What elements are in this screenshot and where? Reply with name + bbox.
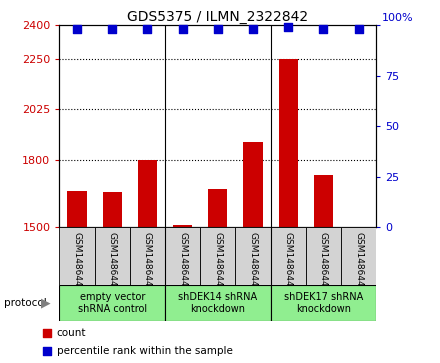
Text: GSM1486441: GSM1486441 <box>108 232 117 292</box>
Text: percentile rank within the sample: percentile rank within the sample <box>57 346 233 356</box>
Point <box>251 279 258 285</box>
Bar <box>130 227 165 285</box>
Text: GSM1486448: GSM1486448 <box>354 232 363 292</box>
Point <box>214 26 221 32</box>
Text: GSM1486444: GSM1486444 <box>213 232 222 292</box>
Text: shDEK17 shRNA
knockdown: shDEK17 shRNA knockdown <box>284 292 363 314</box>
Text: GSM1486445: GSM1486445 <box>249 232 257 292</box>
Text: GSM1486443: GSM1486443 <box>178 232 187 292</box>
Bar <box>95 227 130 285</box>
Text: GSM1486447: GSM1486447 <box>319 232 328 292</box>
Bar <box>200 227 235 285</box>
Point <box>179 26 186 32</box>
Point <box>109 26 116 32</box>
Bar <box>271 285 376 321</box>
Title: GDS5375 / ILMN_2322842: GDS5375 / ILMN_2322842 <box>127 11 308 24</box>
Bar <box>67 191 87 227</box>
Text: GSM1486446: GSM1486446 <box>284 232 293 292</box>
Bar <box>173 225 192 227</box>
Text: empty vector
shRNA control: empty vector shRNA control <box>77 292 147 314</box>
Point <box>249 26 257 32</box>
Point <box>285 25 292 30</box>
Bar <box>306 227 341 285</box>
Bar <box>103 192 122 227</box>
Bar <box>165 285 271 321</box>
Point <box>73 26 81 32</box>
Bar <box>208 189 227 227</box>
Text: count: count <box>57 328 86 338</box>
Point <box>355 26 362 32</box>
Bar <box>341 227 376 285</box>
Text: shDEK14 shRNA
knockdown: shDEK14 shRNA knockdown <box>178 292 257 314</box>
Bar <box>59 285 165 321</box>
Text: ▶: ▶ <box>41 297 51 310</box>
Point <box>320 26 327 32</box>
Text: 100%: 100% <box>382 13 414 23</box>
Bar <box>235 227 271 285</box>
Bar <box>165 227 200 285</box>
Point <box>144 26 151 32</box>
Bar <box>271 227 306 285</box>
Bar <box>243 142 263 227</box>
Text: protocol: protocol <box>4 298 47 308</box>
Bar <box>314 175 333 227</box>
Bar <box>138 160 157 227</box>
Bar <box>279 59 298 227</box>
Bar <box>59 227 95 285</box>
Point <box>251 115 258 121</box>
Text: GSM1486442: GSM1486442 <box>143 232 152 292</box>
Text: GSM1486440: GSM1486440 <box>73 232 81 292</box>
